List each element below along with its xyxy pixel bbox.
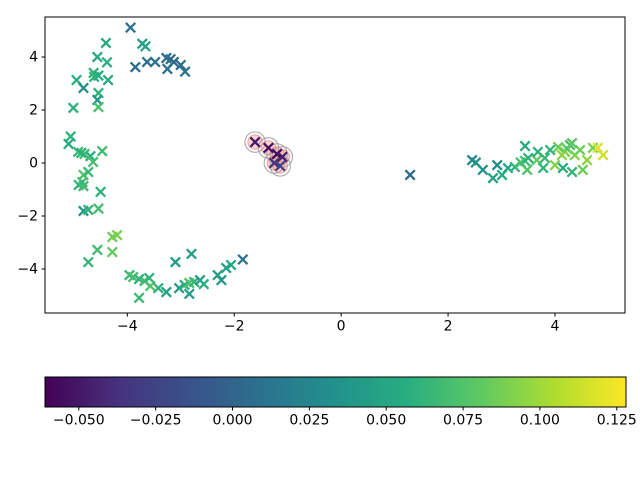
scatter-point [84, 150, 96, 162]
y-tick-label: 4 [29, 50, 38, 66]
scatter-point [92, 70, 104, 82]
scatter-point [152, 282, 164, 294]
scatter-point [477, 164, 489, 176]
scatter-point [597, 149, 609, 161]
colorbar-tick-label: 0.100 [520, 413, 560, 429]
scatter-point [91, 51, 103, 63]
y-tick-label: 2 [29, 103, 38, 119]
scatter-point [92, 101, 104, 113]
scatter-point [91, 244, 103, 256]
scatter-point [552, 141, 564, 153]
scatter-point [539, 152, 551, 164]
scatter-point [75, 147, 87, 159]
scatter-point [129, 61, 141, 73]
scatter-point [237, 253, 249, 265]
highlight-ring-outer [244, 131, 266, 153]
x-tick-label: 2 [444, 319, 453, 335]
colorbar-tick-label: 0.125 [597, 413, 637, 429]
x-tick-label: −2 [224, 319, 245, 335]
scatter-point [92, 203, 104, 215]
colorbar-tick-label: −0.025 [130, 413, 182, 429]
scatter-point [249, 136, 261, 148]
y-tick-label: −4 [17, 262, 38, 278]
scatter-point [125, 22, 137, 34]
scatter-point [106, 246, 118, 258]
scatter-point [139, 40, 152, 52]
scatter-point [87, 156, 99, 168]
scatter-point [556, 149, 568, 161]
scatter-point [101, 56, 113, 68]
colorbar-tick-label: 0.000 [212, 413, 252, 429]
scatter-point [274, 160, 286, 172]
scatter-point [96, 145, 108, 157]
scatter-point [577, 164, 589, 176]
scatter-point [566, 166, 578, 178]
colorbar-tick-label: 0.075 [443, 413, 483, 429]
x-tick-label: −4 [117, 319, 138, 335]
x-tick-label: 4 [551, 319, 560, 335]
scatter-point [77, 180, 90, 192]
scatter-point [549, 159, 561, 171]
scatter-point [487, 172, 499, 184]
scatter-point [185, 248, 197, 260]
colorbar-tick-label: −0.050 [53, 413, 105, 429]
scatter-point [173, 282, 185, 294]
scatter-point [404, 169, 416, 181]
scatter-point [100, 37, 112, 49]
scatter-point [149, 56, 161, 68]
scatter-point [169, 256, 181, 268]
scatter-point [79, 148, 91, 160]
scatter-point [95, 186, 107, 198]
scatter-point [557, 162, 569, 174]
scatter-point [77, 82, 90, 94]
scatter-point [72, 146, 84, 158]
colorbar-tick-label: 0.025 [289, 413, 329, 429]
scatter-point [566, 137, 578, 149]
colorbar-tick-label: 0.050 [366, 413, 406, 429]
scatter-point [544, 144, 556, 156]
y-tick-label: 0 [29, 156, 38, 172]
scatter-point [102, 74, 114, 86]
scatter-point [161, 63, 173, 75]
scatter-point [175, 59, 187, 71]
scatter-point [521, 164, 533, 176]
scatter-point [215, 274, 227, 286]
scatter-point [144, 280, 156, 292]
scatter-point [271, 148, 283, 160]
scatter-point [581, 154, 593, 166]
scatter-point [519, 140, 531, 152]
scatter-point [82, 166, 94, 178]
scatter-point [160, 286, 172, 298]
colorbar [44, 376, 627, 408]
scatter-point [491, 159, 503, 171]
scatter-point [141, 56, 153, 68]
scatter-point [111, 229, 123, 241]
scatter-point [522, 152, 534, 164]
plot-area [44, 16, 626, 314]
scatter-point [198, 278, 210, 290]
scatter-point [183, 288, 195, 300]
scatter-point [179, 66, 191, 78]
scatter-point [133, 292, 145, 304]
scatter-point [82, 256, 94, 268]
scatter-point [537, 162, 549, 174]
scatter-point [262, 142, 274, 154]
scatter-point [82, 204, 94, 216]
scatter-point [67, 102, 79, 114]
x-tick-label: 0 [337, 319, 346, 335]
scatter-point [63, 138, 75, 150]
scatter-point [268, 157, 280, 169]
scatter-point [127, 271, 139, 283]
scatter-point [592, 142, 604, 154]
scatter-point [276, 151, 288, 163]
scatter-point [220, 262, 232, 274]
y-tick-label: −2 [17, 209, 38, 225]
scatter-point [65, 130, 77, 143]
